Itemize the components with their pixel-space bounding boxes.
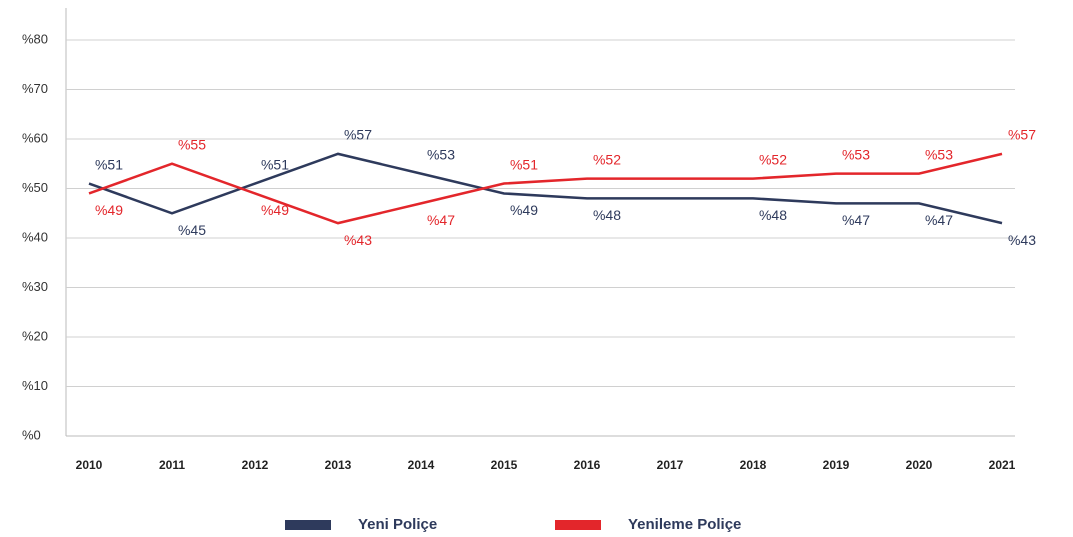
data-label: %51 [510, 156, 538, 172]
y-tick-label: %60 [22, 130, 48, 145]
data-label: %48 [759, 207, 787, 223]
x-tick-label: 2014 [408, 458, 435, 472]
y-tick-label: %70 [22, 81, 48, 96]
data-label: %52 [759, 151, 787, 167]
x-tick-label: 2015 [491, 458, 518, 472]
x-tick-label: 2018 [740, 458, 767, 472]
data-label: %55 [178, 136, 206, 152]
legend-swatch [555, 520, 601, 530]
data-label: %53 [427, 146, 455, 162]
data-label: %52 [593, 151, 621, 167]
x-tick-label: 2021 [989, 458, 1016, 472]
legend-label: Yeni Poliçe [358, 516, 437, 533]
data-label: %51 [95, 156, 123, 172]
data-label: %43 [344, 232, 372, 248]
x-tick-label: 2016 [574, 458, 601, 472]
data-label: %47 [427, 212, 455, 228]
data-label: %49 [95, 202, 123, 218]
y-tick-label: %50 [22, 180, 48, 195]
x-tick-label: 2019 [823, 458, 850, 472]
data-label: %49 [261, 202, 289, 218]
data-label: %49 [510, 202, 538, 218]
data-label: %53 [842, 146, 870, 162]
y-tick-label: %20 [22, 328, 48, 343]
legend-label: Yenileme Poliçe [628, 516, 741, 533]
y-tick-label: %30 [22, 279, 48, 294]
x-tick-label: 2012 [242, 458, 269, 472]
line-series [88, 152, 1003, 225]
data-label: %45 [178, 222, 206, 238]
data-label: %47 [925, 212, 953, 228]
x-tick-label: 2010 [76, 458, 103, 472]
x-tick-label: 2020 [906, 458, 933, 472]
data-label: %51 [261, 156, 289, 172]
legend-swatch [285, 520, 331, 530]
data-label: %57 [344, 127, 372, 143]
y-tick-label: %80 [22, 31, 48, 46]
x-tick-label: 2017 [657, 458, 684, 472]
data-label: %48 [593, 207, 621, 223]
y-tick-label: %40 [22, 229, 48, 244]
data-label: %47 [842, 212, 870, 228]
x-tick-label: 2013 [325, 458, 352, 472]
data-label: %53 [925, 146, 953, 162]
y-tick-label: %10 [22, 378, 48, 393]
data-label: %43 [1008, 232, 1036, 248]
x-tick-label: 2011 [159, 458, 185, 472]
data-label: %57 [1008, 127, 1036, 143]
y-tick-label: %0 [22, 427, 41, 442]
